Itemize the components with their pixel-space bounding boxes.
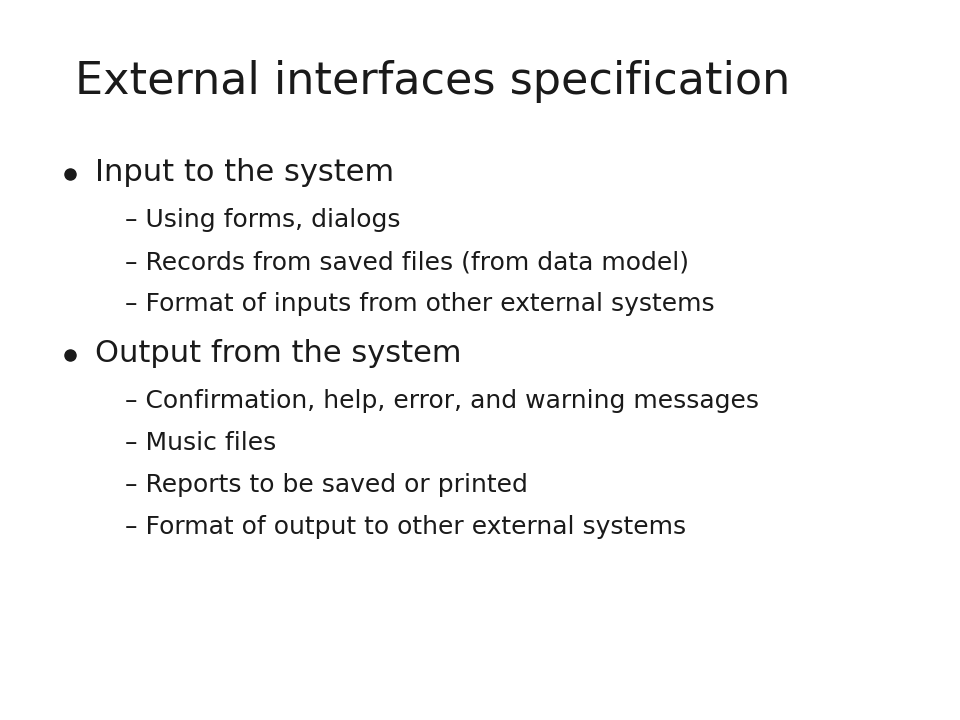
Text: External interfaces specification: External interfaces specification: [75, 60, 790, 103]
Text: – Format of output to other external systems: – Format of output to other external sys…: [125, 516, 686, 539]
Text: – Using forms, dialogs: – Using forms, dialogs: [125, 208, 400, 233]
Text: Input to the system: Input to the system: [95, 158, 395, 187]
Text: Output from the system: Output from the system: [95, 339, 462, 369]
Text: – Format of inputs from other external systems: – Format of inputs from other external s…: [125, 292, 714, 316]
Text: – Reports to be saved or printed: – Reports to be saved or printed: [125, 473, 528, 498]
Text: – Confirmation, help, error, and warning messages: – Confirmation, help, error, and warning…: [125, 390, 759, 413]
Text: – Music files: – Music files: [125, 431, 276, 455]
Text: – Records from saved files (from data model): – Records from saved files (from data mo…: [125, 251, 689, 274]
